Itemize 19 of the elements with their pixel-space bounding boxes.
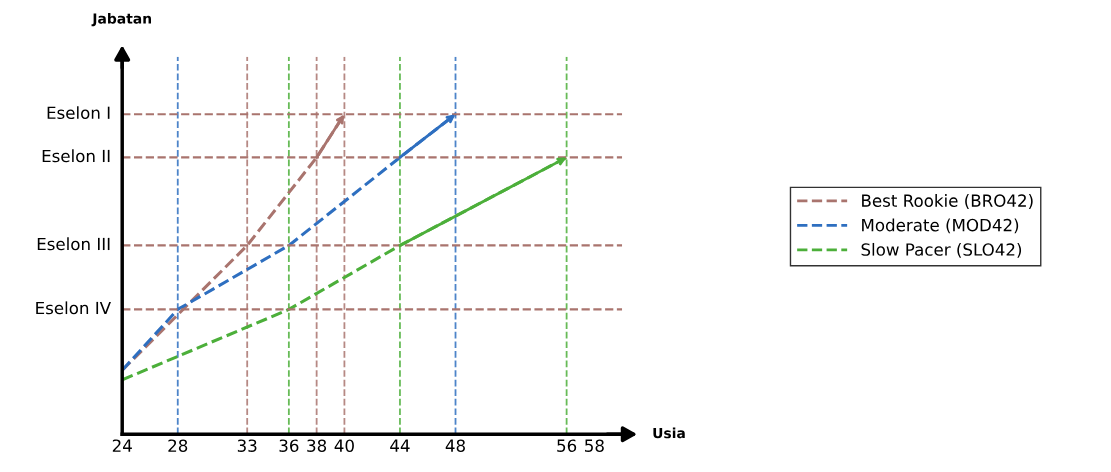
x-axis-title: Usia xyxy=(653,427,685,439)
legend-label: Slow Pacer (SLO42) xyxy=(861,242,1022,258)
x-tick-label: 36 xyxy=(279,439,299,452)
x-tick-label: 40 xyxy=(334,439,354,452)
x-tick-label: 44 xyxy=(390,439,410,452)
ref-line-label: Eselon IV xyxy=(36,301,111,315)
legend-label: Moderate (MOD42) xyxy=(862,218,1019,234)
x-tick-label: 28 xyxy=(168,439,188,452)
legend-label: Best Rookie (BRO42) xyxy=(862,194,1033,209)
ref-line-label: Eselon II xyxy=(42,149,110,163)
ref-line-label: Eselon I xyxy=(47,106,110,120)
ref-line-label: Eselon III xyxy=(37,237,110,251)
x-tick-label: 33 xyxy=(237,439,257,452)
x-tick-label: 56 xyxy=(557,439,577,452)
text: Jabatan xyxy=(91,12,151,27)
x-tick-label: 58 xyxy=(585,439,604,452)
x-tick-label: 38 xyxy=(307,439,327,452)
x-tick-label: 24 xyxy=(112,439,132,452)
x-tick-label: 48 xyxy=(445,439,465,452)
